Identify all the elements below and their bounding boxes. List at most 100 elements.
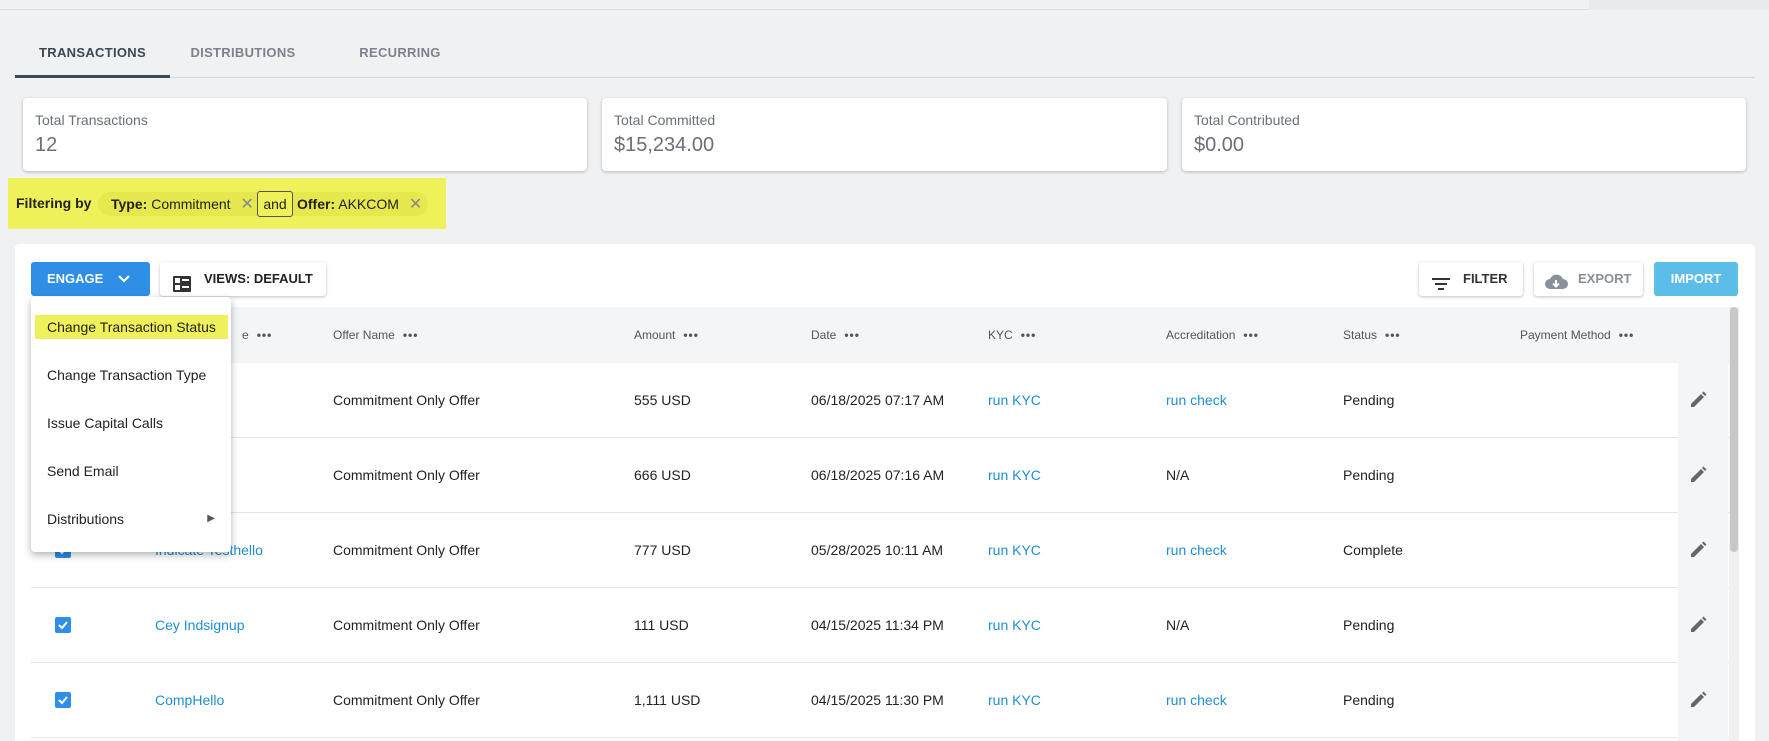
status-cell: Pending: [1343, 392, 1395, 408]
amount-cell: 111 USD: [634, 617, 689, 633]
summary-label: Total Transactions: [35, 112, 148, 128]
run-kyc-link[interactable]: run KYC: [988, 692, 1041, 708]
summary-card-total-transactions: Total Transactions 12: [23, 98, 587, 171]
filter-button[interactable]: FILTER: [1419, 262, 1523, 296]
pencil-icon[interactable]: [1688, 390, 1708, 410]
offer-name-cell: Commitment Only Offer: [333, 542, 480, 558]
tab-transactions[interactable]: TRANSACTIONS: [15, 28, 170, 78]
column-header-date[interactable]: Date •••: [811, 328, 860, 342]
remove-filter-icon[interactable]: ✕: [240, 196, 254, 213]
summary-card-total-committed: Total Committed $15,234.00: [602, 98, 1167, 171]
column-options-icon[interactable]: •••: [1243, 328, 1259, 342]
engage-button[interactable]: ENGAGE: [31, 262, 150, 296]
investor-name-link[interactable]: CompHello: [155, 692, 225, 708]
column-options-icon[interactable]: •••: [1385, 328, 1401, 342]
date-cell: 05/28/2025 10:11 AM: [811, 542, 944, 558]
scrollbar-thumb[interactable]: [1730, 307, 1738, 552]
filter-chip-offer: Offer: AKKCOM ✕: [297, 193, 422, 215]
views-button[interactable]: VIEWS: DEFAULT: [160, 262, 326, 296]
pencil-icon[interactable]: [1688, 690, 1708, 710]
offer-name-cell: Commitment Only Offer: [333, 692, 480, 708]
menu-item-send-email[interactable]: Send Email: [47, 463, 119, 479]
top-bar-right: [1589, 0, 1769, 10]
date-cell: 06/18/2025 07:17 AM: [811, 392, 945, 408]
column-header-amount[interactable]: Amount •••: [634, 328, 699, 342]
date-cell: 04/15/2025 11:34 PM: [811, 617, 944, 633]
offer-name-cell: Commitment Only Offer: [333, 617, 480, 633]
column-header-status[interactable]: Status •••: [1343, 328, 1401, 342]
run-kyc-link[interactable]: run KYC: [988, 542, 1041, 558]
import-button[interactable]: IMPORT: [1654, 262, 1738, 296]
summary-label: Total Contributed: [1194, 112, 1300, 128]
export-label: EXPORT: [1578, 271, 1632, 286]
summary-value: $0.00: [1194, 134, 1245, 156]
amount-cell: 1,111 USD: [634, 692, 701, 708]
amount-cell: 666 USD: [634, 467, 691, 483]
row-checkbox[interactable]: [55, 617, 71, 633]
offer-name-cell: Commitment Only Offer: [333, 467, 480, 483]
column-header-payment-method[interactable]: Payment Method •••: [1520, 328, 1635, 342]
filter-chip-value: Commitment: [151, 196, 231, 212]
run-kyc-link[interactable]: run KYC: [988, 467, 1041, 483]
filter-chip-key: Offer:: [297, 196, 336, 212]
filter-lines-icon: [1431, 271, 1451, 305]
filter-chip-key: Type:: [111, 196, 148, 212]
edit-column: [1678, 307, 1728, 741]
accreditation-cell: N/A: [1166, 617, 1190, 633]
pencil-icon[interactable]: [1688, 540, 1708, 560]
filter-label: FILTER: [1463, 271, 1508, 286]
menu-item-issue-capital-calls[interactable]: Issue Capital Calls: [47, 415, 163, 431]
run-kyc-link[interactable]: run KYC: [988, 617, 1041, 633]
filter-chip-type: Type: Commitment ✕: [111, 193, 254, 215]
amount-cell: 777 USD: [634, 542, 691, 558]
filter-conjunction[interactable]: and: [257, 191, 293, 217]
summary-label: Total Committed: [614, 112, 716, 128]
offer-name-cell: Commitment Only Offer: [333, 392, 480, 408]
column-options-icon[interactable]: •••: [1618, 328, 1635, 342]
tab-bar: TRANSACTIONS DISTRIBUTIONS RECURRING: [15, 28, 1755, 78]
table-header: e ••• Offer Name ••• Amount ••• Date ••• KYC…: [31, 307, 1729, 363]
pencil-icon[interactable]: [1688, 615, 1708, 635]
table-row[interactable]: CompHello Commitment Only Offer 1,111 USD 0…: [31, 663, 1729, 738]
top-bar: [0, 0, 1769, 10]
column-options-icon[interactable]: •••: [1020, 328, 1037, 342]
investor-name-link[interactable]: Cey Indsignup: [155, 617, 245, 633]
run-check-link[interactable]: run check: [1166, 392, 1227, 408]
filter-chip-value: AKKCOM: [338, 196, 399, 212]
remove-filter-icon[interactable]: ✕: [408, 196, 423, 213]
column-header-accreditation[interactable]: Accreditation •••: [1166, 328, 1259, 342]
menu-item-distributions[interactable]: Distributions ▶: [31, 495, 231, 543]
column-header-offer-name[interactable]: Offer Name •••: [333, 328, 419, 342]
menu-item-change-transaction-type[interactable]: Change Transaction Type: [47, 367, 207, 383]
tab-distributions[interactable]: DISTRIBUTIONS: [190, 45, 296, 60]
engage-label: ENGAGE: [47, 271, 104, 286]
table-row[interactable]: Cey Indsignup Commitment Only Offer 111 US…: [31, 588, 1729, 663]
column-header-name-partial[interactable]: e •••: [242, 328, 273, 342]
status-cell: Pending: [1343, 467, 1395, 483]
status-cell: Pending: [1343, 617, 1395, 633]
column-options-icon[interactable]: •••: [683, 328, 699, 342]
run-check-link[interactable]: run check: [1166, 542, 1227, 558]
tab-recurring[interactable]: RECURRING: [359, 45, 441, 60]
run-check-link[interactable]: run check: [1166, 692, 1227, 708]
status-cell: Pending: [1343, 692, 1395, 708]
export-button[interactable]: EXPORT: [1534, 262, 1643, 296]
view-list-icon: [173, 271, 191, 292]
engage-dropdown-menu: Change Transaction Status Change Transac…: [31, 297, 231, 552]
column-options-icon[interactable]: •••: [256, 328, 273, 342]
row-checkbox[interactable]: [55, 692, 71, 708]
column-header-kyc[interactable]: KYC •••: [988, 328, 1037, 342]
menu-item-change-transaction-status[interactable]: Change Transaction Status: [31, 303, 231, 351]
summary-value: $15,234.00: [614, 134, 715, 156]
run-kyc-link[interactable]: run KYC: [988, 392, 1041, 408]
caret-right-icon: ▶: [207, 513, 215, 524]
column-options-icon[interactable]: •••: [402, 328, 419, 342]
chevron-down-icon: [118, 262, 130, 309]
cloud-download-icon: [1544, 270, 1568, 304]
pencil-icon[interactable]: [1688, 465, 1708, 485]
column-options-icon[interactable]: •••: [844, 328, 860, 342]
filter-label: Filtering by: [16, 195, 92, 211]
